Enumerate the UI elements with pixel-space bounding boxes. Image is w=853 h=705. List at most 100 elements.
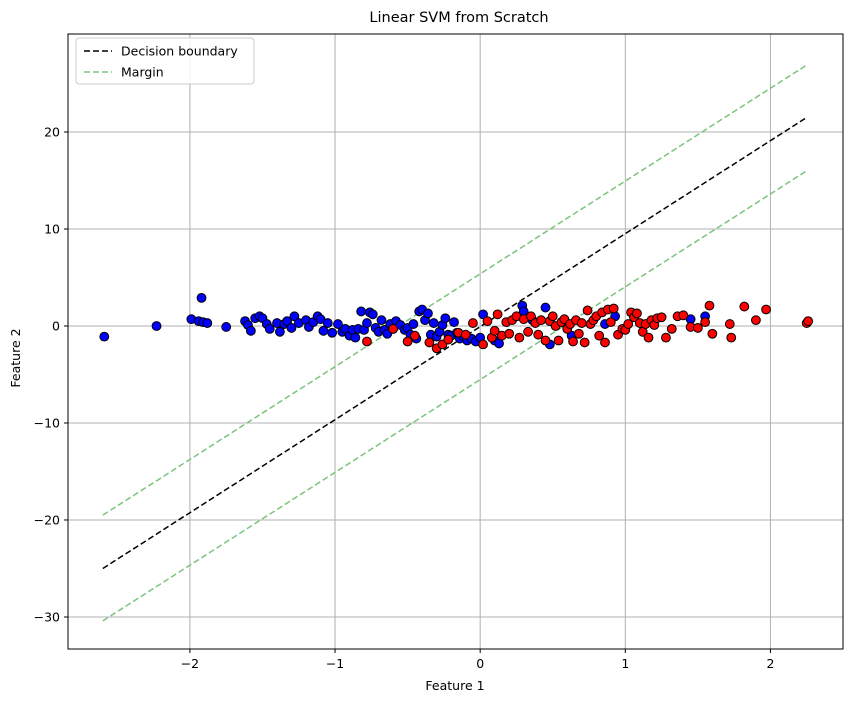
data-point	[428, 318, 439, 328]
data-point	[600, 337, 610, 348]
data-point	[286, 323, 297, 333]
data-point	[362, 336, 372, 347]
y-tick-label: 20	[44, 124, 60, 139]
margin-line	[102, 170, 808, 622]
data-point	[202, 318, 213, 328]
data-point	[443, 334, 454, 345]
data-point	[408, 319, 419, 329]
data-point	[274, 326, 285, 337]
data-point	[333, 319, 343, 329]
data-point	[482, 316, 493, 327]
data-point	[661, 332, 671, 343]
data-point	[608, 303, 619, 314]
margin-line	[102, 64, 808, 516]
data-point	[692, 323, 703, 333]
y-tick-label: 0	[52, 318, 60, 333]
data-point	[221, 322, 232, 332]
data-point	[700, 317, 711, 327]
data-point	[282, 316, 293, 327]
data-point	[151, 321, 162, 331]
data-point	[289, 311, 300, 322]
x-axis-label: Feature 1	[425, 678, 484, 693]
data-point	[460, 329, 471, 340]
data-point	[678, 310, 689, 321]
data-point	[707, 328, 718, 339]
data-point	[523, 326, 533, 337]
y-axis-label: Feature 2	[8, 328, 23, 387]
data-point	[245, 325, 256, 336]
data-point	[656, 312, 667, 323]
data-point	[356, 306, 367, 317]
x-tick-label: 0	[476, 656, 484, 671]
data-point	[579, 337, 590, 348]
data-points	[99, 292, 814, 354]
data-point	[739, 301, 750, 312]
data-point	[704, 300, 715, 311]
data-point	[540, 335, 551, 346]
data-point	[478, 309, 488, 320]
data-point	[423, 308, 433, 319]
legend-label: Margin	[121, 65, 164, 80]
data-point	[350, 332, 361, 343]
x-tick-label: −2	[181, 656, 199, 671]
grid	[68, 34, 843, 649]
data-point	[632, 308, 642, 319]
data-point	[724, 319, 735, 329]
data-point	[666, 323, 677, 334]
y-tick-label: −30	[34, 609, 60, 624]
data-point	[547, 311, 558, 322]
data-point	[388, 323, 398, 334]
data-point	[264, 323, 275, 334]
data-point	[327, 327, 338, 338]
data-point	[761, 304, 771, 315]
data-point	[643, 332, 654, 343]
data-point	[553, 335, 564, 346]
x-tick-label: −1	[326, 656, 344, 671]
data-point	[594, 330, 605, 341]
data-point	[376, 315, 387, 326]
data-point	[526, 311, 536, 322]
data-point	[540, 302, 551, 313]
data-point	[605, 317, 616, 327]
data-point	[99, 331, 110, 342]
data-point	[536, 315, 547, 326]
data-point	[402, 336, 413, 347]
data-point	[573, 328, 584, 339]
data-point	[196, 292, 207, 303]
chart-title: Linear SVM from Scratch	[369, 10, 548, 26]
data-point	[409, 330, 420, 341]
data-point	[489, 325, 500, 336]
data-point	[492, 309, 503, 320]
data-point	[367, 309, 378, 320]
data-point	[726, 332, 737, 343]
data-point	[362, 318, 372, 328]
x-tick-label: 2	[766, 656, 774, 671]
data-point	[504, 328, 515, 339]
data-point	[568, 336, 578, 347]
x-tick-label: 1	[621, 656, 629, 671]
legend-box	[75, 37, 255, 85]
data-point	[623, 319, 634, 329]
line-series	[102, 64, 808, 622]
data-point	[468, 318, 478, 328]
legend-label: Decision boundary	[121, 44, 238, 59]
data-point	[751, 315, 761, 326]
y-tick-label: 10	[44, 221, 60, 236]
plot-frame	[67, 33, 844, 650]
legend: Decision boundary Margin	[75, 37, 255, 85]
decision-boundary-line	[102, 116, 808, 570]
y-tick-label: −20	[34, 512, 60, 527]
data-point	[582, 305, 593, 316]
data-point	[533, 329, 544, 340]
data-point	[440, 313, 451, 324]
data-point	[514, 332, 525, 343]
data-point	[322, 318, 333, 328]
y-tick-label: −10	[34, 415, 60, 430]
data-point	[478, 339, 488, 350]
data-point	[576, 318, 587, 328]
data-point	[449, 317, 459, 327]
data-point	[803, 316, 814, 327]
